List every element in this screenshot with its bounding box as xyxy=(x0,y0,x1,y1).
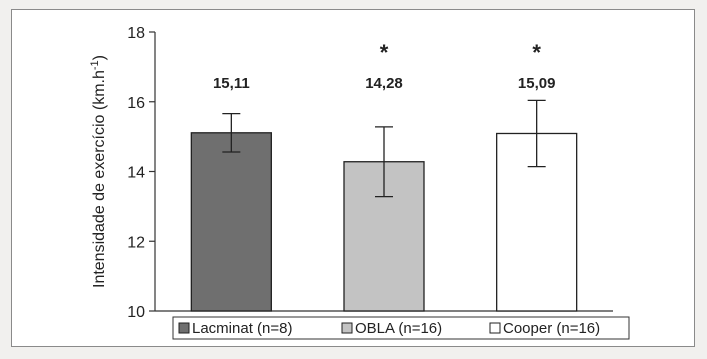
y-tick-label: 10 xyxy=(127,304,145,321)
legend-swatch-2 xyxy=(341,322,353,334)
error-bars xyxy=(222,99,546,198)
data-label-2: 14,28 xyxy=(365,75,403,92)
legend-swatch-3 xyxy=(489,322,501,334)
legend-entry-2: OBLA (n=16) xyxy=(355,320,442,337)
y-tick-label: 12 xyxy=(127,234,145,251)
legend-entry-3: Cooper (n=16) xyxy=(503,320,600,337)
chart-frame: 10 12 14 16 18 15,11 14,28 15,09 * * Intensidad… xyxy=(11,9,695,347)
y-ticks: 10 12 14 16 18 xyxy=(127,25,155,321)
significance-star: * xyxy=(380,40,389,65)
data-label-3: 15,09 xyxy=(518,75,556,92)
legend: Lacminat (n=8) OBLA (n=16) Cooper (n=16) xyxy=(172,316,630,340)
legend-entry-1: Lacminat (n=8) xyxy=(192,320,292,337)
y-tick-label: 18 xyxy=(127,25,145,42)
legend-box xyxy=(172,316,630,340)
data-label-1: 15,11 xyxy=(213,75,250,92)
significance-markers: * * xyxy=(380,40,542,65)
significance-star: * xyxy=(532,40,541,65)
legend-swatch-1 xyxy=(178,322,190,334)
bar-1 xyxy=(190,132,272,312)
y-tick-label: 14 xyxy=(127,165,145,182)
y-tick-label: 16 xyxy=(127,95,145,112)
y-axis-label: Intensidade de exercício (km.h-1) xyxy=(89,55,108,288)
data-labels: 15,11 14,28 15,09 xyxy=(213,75,555,92)
